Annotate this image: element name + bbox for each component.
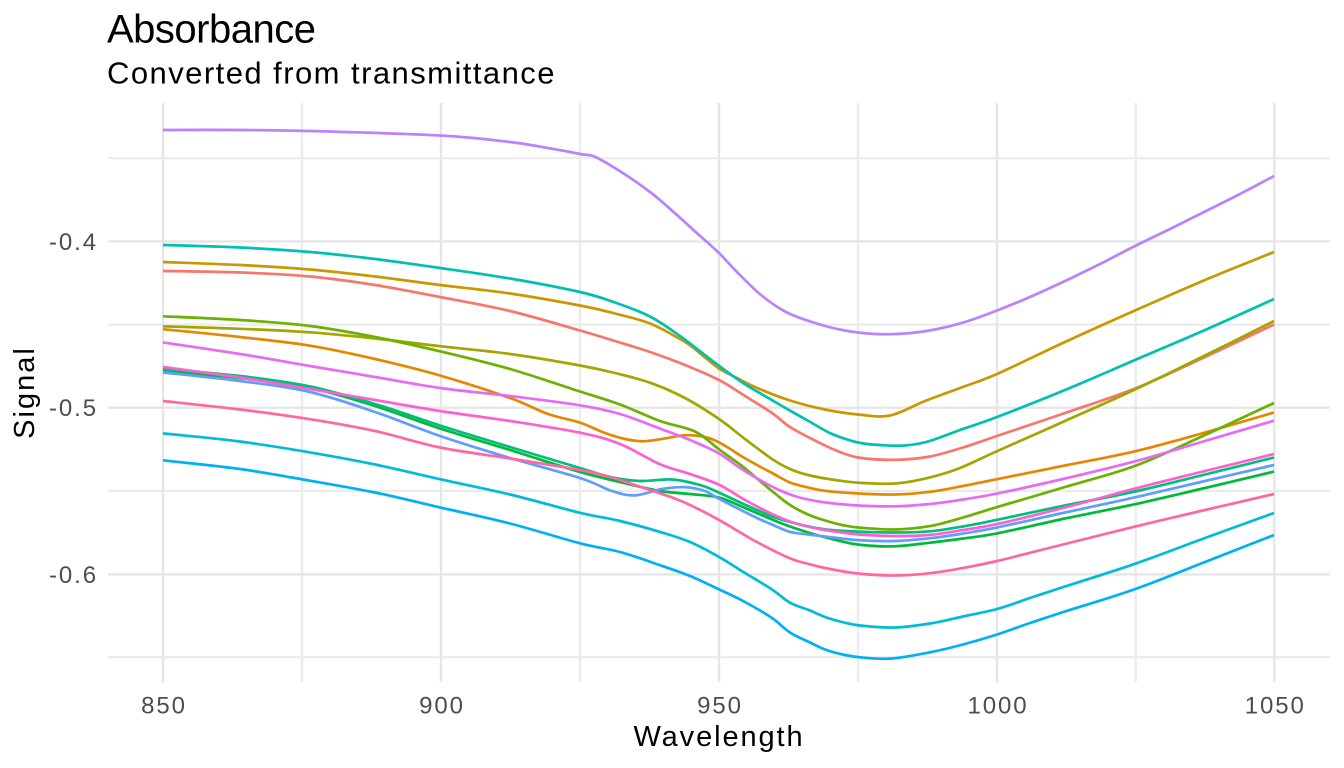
svg-text:Signal: Signal	[9, 346, 41, 439]
svg-text:Absorbance: Absorbance	[107, 8, 315, 52]
svg-text:1000: 1000	[968, 693, 1029, 720]
svg-text:Wavelength: Wavelength	[633, 721, 804, 753]
svg-text:-0.4: -0.4	[49, 229, 98, 256]
svg-text:900: 900	[419, 693, 465, 720]
svg-text:Converted from transmittance: Converted from transmittance	[107, 55, 556, 90]
svg-text:-0.6: -0.6	[49, 562, 98, 589]
svg-text:950: 950	[697, 693, 743, 720]
svg-text:1050: 1050	[1245, 693, 1306, 720]
svg-text:850: 850	[141, 693, 187, 720]
svg-text:-0.5: -0.5	[49, 395, 98, 422]
